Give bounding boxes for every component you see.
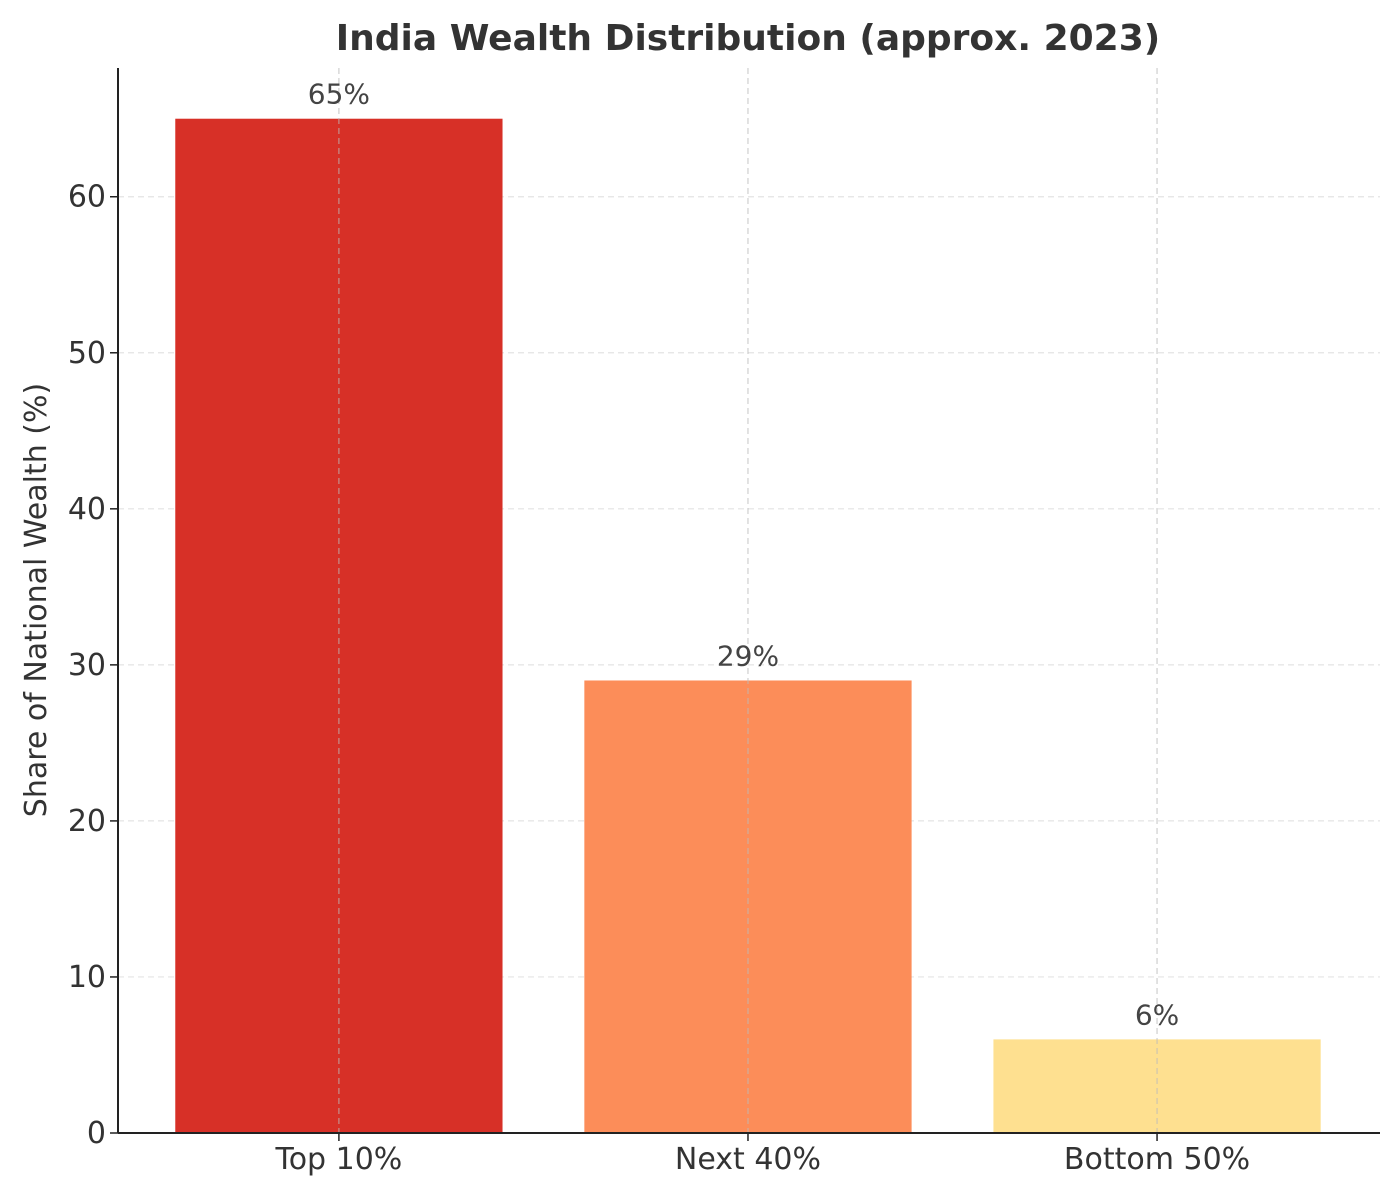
y-tick-label: 60 [68,180,106,215]
axes: 0 10 20 30 40 50 60 Top 10% Next 40% Bottom 50% [68,68,1380,1177]
data-label: 6% [1135,998,1179,1031]
chart-title: India Wealth Distribution (approx. 2023) [336,18,1160,59]
x-tick-label: Top 10% [274,1142,402,1177]
x-tick-label: Bottom 50% [1064,1142,1250,1177]
y-tick-label: 0 [87,1116,106,1151]
vertical-grid [338,68,1158,1133]
y-tick-label: 50 [68,336,106,371]
bars [175,118,1321,1133]
y-tick-label: 30 [68,648,106,683]
y-tick-label: 20 [68,804,106,839]
data-labels: 65% 29% 6% [308,78,1179,1032]
bar-bottom-50- [993,1039,1321,1133]
y-tick-label: 10 [68,960,106,995]
data-label: 65% [308,78,370,111]
y-tick-label: 40 [68,492,106,527]
x-tick-label: Next 40% [675,1142,821,1177]
y-axis-label: Share of National Wealth (%) [19,383,54,817]
data-label: 29% [717,639,779,672]
bar-next-40- [584,680,912,1133]
